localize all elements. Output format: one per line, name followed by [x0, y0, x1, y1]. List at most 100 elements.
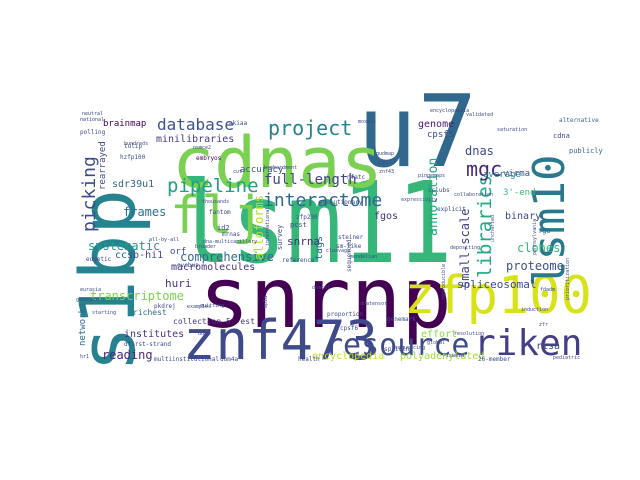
word: neutral — [82, 111, 104, 117]
word: sdr39u1 — [112, 179, 155, 190]
word: collaboration — [454, 192, 494, 198]
word: huri — [165, 277, 192, 290]
word: cpsf6 — [340, 325, 359, 332]
word: collection 5'-est — [173, 317, 255, 326]
word: interactome — [263, 190, 383, 211]
word: examples — [187, 304, 212, 310]
word: starting — [92, 310, 117, 316]
word: ddm — [198, 331, 208, 337]
word: genespot — [76, 297, 101, 303]
word: encyclopedia — [312, 351, 385, 362]
word: brainmap — [103, 119, 147, 129]
word: pediatric — [553, 355, 581, 361]
word: mp1a — [263, 295, 269, 308]
word: national — [80, 117, 105, 123]
word: pcst — [290, 221, 307, 229]
word: dom4a — [220, 356, 239, 363]
word: akiaa — [229, 120, 248, 127]
word: fgos — [374, 211, 399, 222]
word: nfatc — [347, 174, 366, 181]
word: evcbus — [177, 262, 199, 269]
word: pennsylvania — [532, 218, 538, 255]
word: cdna — [553, 132, 570, 140]
word: proteome — [506, 259, 564, 273]
word: richest — [133, 308, 167, 317]
word: frames — [123, 205, 167, 219]
word: clones — [517, 241, 561, 255]
word: quitting — [200, 303, 225, 309]
word: systematic — [88, 239, 161, 253]
word: pingemaps — [418, 173, 446, 179]
word: hundreds — [124, 141, 149, 147]
word: cdnas — [172, 122, 383, 204]
word: expressivity — [401, 197, 438, 203]
word: fantom — [209, 209, 231, 216]
word: mendelian — [350, 254, 378, 260]
word: 26-member — [478, 356, 511, 363]
word: dna-multicapillary — [203, 239, 258, 245]
word: virma — [503, 169, 531, 179]
word: cpsf7 — [378, 159, 397, 166]
word: dfirst-strand — [124, 341, 171, 348]
word: edgetic — [86, 256, 112, 263]
word: eurasia — [80, 287, 102, 293]
word: zfp230 — [296, 214, 318, 221]
word: pkdrej — [154, 303, 176, 310]
word: resolution — [454, 331, 485, 337]
word: uncharted — [490, 214, 496, 242]
word: genemark — [387, 316, 416, 323]
word: id2 — [217, 224, 230, 232]
word: embryos — [196, 155, 222, 162]
word: cut — [233, 169, 243, 175]
word: induction — [521, 307, 549, 313]
word: flj — [170, 186, 264, 246]
word: macromolecules — [171, 262, 256, 273]
word: pipeline — [167, 175, 259, 197]
word: bombardment — [264, 165, 298, 171]
word: prioritization — [565, 257, 571, 300]
word: iswmid — [446, 353, 465, 359]
word: orf — [170, 247, 187, 257]
word: proportion — [327, 311, 364, 318]
word: networks — [78, 302, 88, 346]
word: zfp100 — [404, 266, 592, 326]
word: international — [265, 206, 271, 246]
word: 3'-end — [503, 188, 536, 198]
word: nsmce2 — [193, 145, 212, 151]
word: institutes — [124, 329, 185, 340]
word: survey — [276, 224, 284, 250]
word: risa — [536, 341, 561, 352]
word: global — [427, 340, 446, 346]
word: zfr — [539, 322, 549, 328]
word: project — [268, 116, 353, 140]
word: gudmap — [376, 151, 395, 157]
word: saturation — [497, 127, 528, 133]
word: alternative — [559, 117, 599, 124]
word: reference — [282, 257, 315, 264]
word: snrna — [287, 235, 321, 248]
word: genome — [418, 119, 455, 130]
word: lsm11 — [176, 159, 453, 289]
word: binary — [505, 211, 542, 222]
word: fgo — [538, 227, 551, 235]
word: mgc — [466, 157, 503, 181]
word: explicit — [437, 206, 466, 213]
word: hzfp100 — [120, 154, 146, 161]
word: steiner — [338, 234, 364, 241]
word: health — [298, 356, 320, 363]
word: mrnas — [222, 231, 241, 238]
word: encyclopaedia — [430, 108, 470, 114]
word: broader — [195, 244, 217, 250]
word: thousands — [202, 199, 230, 205]
word: spliceosomal — [457, 278, 537, 291]
word: sm-like — [336, 243, 362, 250]
word: sequencing — [395, 345, 426, 351]
word: tulip — [124, 143, 143, 150]
word: znf473 — [183, 309, 379, 372]
word: full-length — [264, 172, 357, 188]
word: minilibraries — [156, 134, 235, 145]
word: reproducible — [441, 263, 447, 300]
word: transcriptome — [90, 289, 184, 303]
word: reading — [102, 348, 153, 362]
word: rearrayed — [98, 141, 108, 190]
